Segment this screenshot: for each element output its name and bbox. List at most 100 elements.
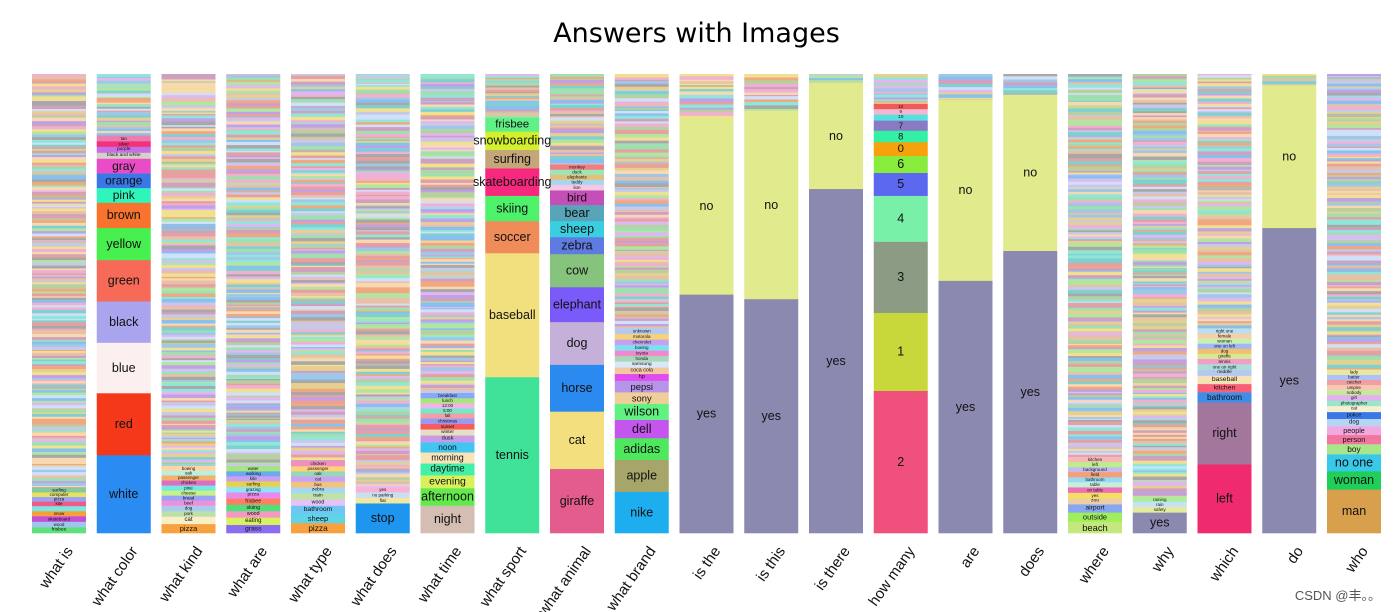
segment-label: pepsi [631, 381, 653, 392]
minor-answer-stripe [291, 238, 345, 242]
minor-answer-stripe [291, 133, 345, 138]
minor-answer-stripe [420, 182, 475, 185]
segment-label: outside [1083, 512, 1107, 521]
minor-answer-stripe [291, 267, 345, 269]
bar-segment [291, 476, 345, 482]
minor-answer-stripe [1132, 388, 1187, 391]
minor-answer-stripe [1068, 347, 1122, 350]
minor-answer-stripe [32, 278, 86, 282]
minor-answer-stripe [32, 231, 86, 234]
minor-answer-stripe [355, 184, 410, 187]
bar-segment [550, 286, 604, 323]
segment-label: lady [1350, 370, 1359, 375]
minor-answer-stripe [1132, 476, 1187, 481]
minor-answer-stripe [614, 276, 669, 280]
minor-answer-stripe [1197, 228, 1252, 232]
minor-answer-stripe [291, 264, 345, 267]
minor-answer-stripe [420, 335, 475, 338]
minor-answer-stripe [1068, 222, 1122, 226]
minor-answer-stripe [420, 301, 475, 303]
minor-answer-stripe [1132, 107, 1187, 112]
minor-answer-stripe [32, 465, 86, 467]
minor-answer-stripe [291, 395, 345, 398]
minor-answer-stripe [32, 185, 86, 188]
minor-answer-stripe [32, 448, 86, 453]
minor-answer-stripe [550, 105, 604, 109]
bar-segment [550, 236, 604, 255]
minor-answer-stripe [291, 422, 345, 425]
bar-segment [873, 103, 928, 110]
minor-answer-stripe [1068, 115, 1122, 117]
minor-answer-stripe [355, 166, 410, 170]
minor-answer-stripe [161, 190, 216, 193]
minor-answer-stripe [1327, 265, 1381, 268]
minor-answer-stripe [96, 102, 151, 105]
minor-answer-stripe [550, 153, 604, 157]
bar-segment [1327, 379, 1381, 386]
minor-answer-stripe [1068, 335, 1122, 338]
minor-answer-stripe [614, 266, 669, 268]
minor-answer-stripe [1068, 307, 1122, 311]
minor-answer-stripe [614, 139, 669, 141]
minor-answer-stripe [614, 167, 669, 171]
minor-answer-stripe [1327, 232, 1381, 236]
x-tick-label: how many [865, 543, 918, 609]
minor-answer-stripe [291, 189, 345, 193]
minor-answer-stripe [161, 81, 216, 84]
segment-label: bathroom [304, 506, 333, 513]
minor-answer-stripe [32, 126, 86, 130]
minor-answer-stripe [291, 358, 345, 362]
minor-answer-stripe [1197, 301, 1252, 305]
minor-answer-stripe [1068, 172, 1122, 175]
minor-answer-stripe [1132, 123, 1187, 126]
minor-answer-stripe [226, 440, 281, 443]
segment-label: no [829, 129, 843, 143]
segment-label: boeing [182, 466, 196, 471]
minor-answer-stripe [291, 247, 345, 250]
minor-answer-stripe [420, 241, 475, 243]
minor-answer-stripe [1132, 144, 1187, 147]
minor-answer-stripe [1327, 255, 1381, 259]
minor-answer-stripe [1068, 148, 1122, 151]
minor-answer-stripe [1132, 284, 1187, 287]
minor-answer-stripe [550, 128, 604, 132]
minor-answer-stripe [1197, 273, 1252, 278]
minor-answer-stripe [1132, 463, 1187, 467]
minor-answer-stripe [1068, 142, 1122, 145]
segment-label: computer [50, 492, 69, 497]
minor-answer-stripe [226, 131, 281, 135]
minor-answer-stripe [1197, 261, 1252, 265]
minor-answer-stripe [32, 297, 86, 301]
minor-answer-stripe [1327, 355, 1381, 358]
minor-answer-stripe [1068, 226, 1122, 230]
bar-segment [873, 108, 928, 115]
minor-answer-stripe [226, 400, 281, 404]
minor-answer-stripe [614, 302, 669, 305]
segment-label: green [108, 274, 140, 288]
minor-answer-stripe [1068, 343, 1122, 346]
minor-answer-stripe [809, 75, 863, 79]
minor-answer-stripe [355, 255, 410, 259]
bar-segment [614, 361, 669, 368]
minor-answer-stripe [1197, 307, 1252, 312]
minor-answer-stripe [1197, 120, 1252, 125]
minor-answer-stripe [1068, 357, 1122, 362]
minor-answer-stripe [1132, 254, 1187, 258]
minor-answer-stripe [1327, 362, 1381, 366]
minor-answer-stripe [1327, 77, 1381, 80]
minor-answer-stripe [614, 326, 669, 329]
minor-answer-stripe [420, 171, 475, 174]
minor-answer-stripe [420, 330, 475, 332]
minor-answer-stripe [32, 454, 86, 459]
minor-answer-stripe [32, 243, 86, 247]
segment-label: 12 [898, 104, 904, 109]
minor-answer-stripe [291, 299, 345, 302]
minor-answer-stripe [355, 145, 410, 149]
minor-answer-stripe [226, 135, 281, 138]
minor-answer-stripe [32, 274, 86, 277]
minor-answer-stripe [1132, 373, 1187, 378]
minor-answer-stripe [291, 370, 345, 374]
minor-answer-stripe [1197, 317, 1252, 320]
minor-answer-stripe [32, 442, 86, 446]
minor-answer-stripe [1132, 128, 1187, 132]
